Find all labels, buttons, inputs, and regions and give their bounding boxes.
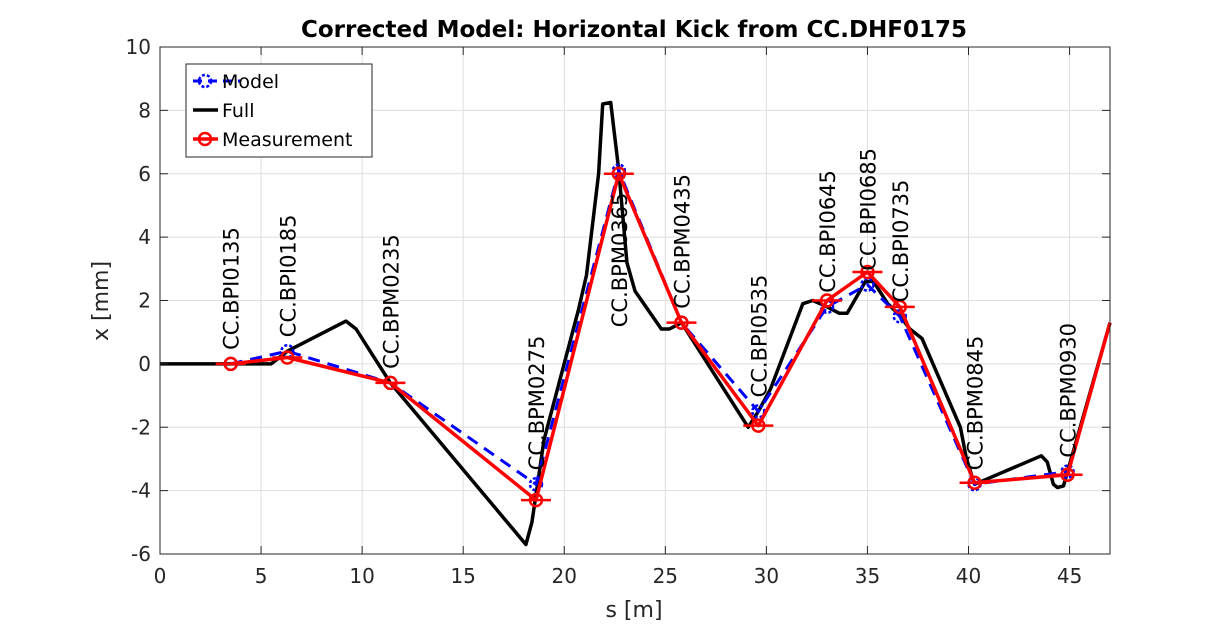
- bpm-label: CC.BPM0930: [1057, 323, 1081, 458]
- y-tick-label: 6: [138, 162, 151, 186]
- bpm-label: CC.BPI0135: [220, 227, 244, 350]
- bpm-label-layer: CC.BPI0135 CC.BPI0185 CC.BPM0235 CC.BPM0275…: [220, 148, 1081, 470]
- bpm-label: CC.BPI0735: [889, 180, 913, 303]
- bpm-label: CC.BPI0685: [856, 148, 880, 271]
- y-tick-label: -2: [131, 415, 151, 439]
- series-full-line: [160, 100, 1112, 547]
- legend-label-model: Model: [222, 71, 279, 93]
- bpm-label: CC.BPM0275: [525, 336, 549, 471]
- x-tick-label: 25: [653, 564, 678, 588]
- bpm-label: CC.BPM0435: [671, 174, 695, 309]
- bpm-label: CC.BPM0845: [964, 336, 988, 471]
- bpm-label: CC.BPI0645: [816, 170, 840, 293]
- y-tick-label: 4: [138, 225, 151, 249]
- y-axis-label: x [mm]: [89, 261, 114, 341]
- chart-title: Corrected Model: Horizontal Kick from CC…: [301, 17, 967, 43]
- bpm-label: CC.BPI0185: [276, 214, 300, 337]
- legend: Model Full Measurement: [185, 63, 373, 158]
- legend-label-measurement: Measurement: [222, 129, 352, 151]
- model-point: [528, 477, 544, 492]
- x-tick-label: 10: [349, 564, 374, 588]
- y-tick-label: 0: [138, 352, 151, 376]
- y-tick-label: 10: [126, 35, 151, 59]
- x-tick-label: 5: [255, 564, 268, 588]
- x-tick-label: 0: [154, 564, 167, 588]
- x-tick-label: 40: [956, 564, 981, 588]
- bpm-label: CC.BPM0235: [379, 234, 403, 369]
- y-tick-label: 8: [138, 98, 151, 122]
- x-axis-label: s [m]: [605, 598, 662, 623]
- y-tick-label: -6: [131, 542, 151, 566]
- x-tick-label: 30: [754, 564, 779, 588]
- bpm-label: CC.BPI0535: [747, 275, 771, 398]
- x-tick-label: 45: [1057, 564, 1082, 588]
- x-tick-label: 15: [450, 564, 475, 588]
- y-tick-label: 2: [138, 289, 151, 313]
- legend-label-full: Full: [222, 100, 255, 122]
- y-tick-label: -4: [131, 479, 151, 503]
- bpm-label: CC.BPM0365: [608, 193, 632, 328]
- x-tick-label: 20: [552, 564, 577, 588]
- x-tick-label: 35: [855, 564, 880, 588]
- tick-labels: 0 5 10 15 20 25 30 35 40 45 -6 -4 -2 0 2 4 6 8 10: [126, 35, 1110, 588]
- model-point: [280, 343, 295, 359]
- legend-marker-model: [197, 73, 213, 89]
- series-layer: [160, 100, 1112, 547]
